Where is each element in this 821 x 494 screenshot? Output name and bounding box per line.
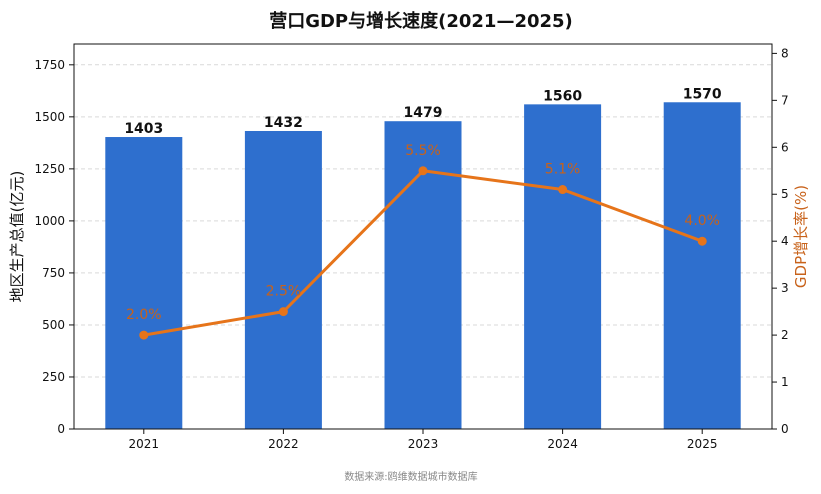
y-right-tick-label: 6: [781, 140, 789, 154]
bar-layer: 1403 1432 1479 1560 1570: [105, 86, 741, 430]
bar[interactable]: [244, 130, 322, 429]
y-right-tick-label: 5: [781, 187, 789, 201]
bar-value-label: 1432: [264, 115, 303, 131]
y-axis-left-label: 地区生产总值(亿元): [8, 171, 26, 303]
x-tick-label: 2022: [268, 437, 299, 451]
bar[interactable]: [663, 102, 741, 430]
y-right-tick-label: 2: [781, 328, 789, 342]
x-tick-label: 2021: [129, 437, 160, 451]
grid-layer: [74, 64, 772, 378]
bar[interactable]: [524, 104, 602, 429]
y-right-tick-label: 7: [781, 93, 789, 107]
growth-point[interactable]: [139, 330, 149, 340]
growth-point[interactable]: [697, 236, 707, 246]
bar-value-label: 1479: [404, 105, 443, 121]
growth-point[interactable]: [418, 166, 428, 176]
growth-point[interactable]: [558, 185, 568, 195]
bar-value-label: 1560: [543, 88, 582, 104]
growth-value-label: 5.5%: [405, 143, 441, 159]
growth-value-label: 4.0%: [684, 213, 720, 229]
y-right-tick-label: 3: [781, 281, 789, 295]
x-tick-label: 2023: [408, 437, 439, 451]
growth-value-label: 5.1%: [545, 162, 581, 178]
y-left-tick-label: 250: [42, 370, 65, 384]
growth-value-label: 2.0%: [126, 307, 162, 323]
line-layer: 2.0% 2.5% 5.5% 5.1% 4.0%: [126, 143, 720, 340]
y-left-tick-label: 1500: [34, 110, 65, 124]
y-left-tick-label: 1750: [34, 58, 65, 72]
x-tick-label: 2025: [687, 437, 718, 451]
x-tick-label: 2024: [547, 437, 578, 451]
y-left-tick-label: 1000: [34, 214, 65, 228]
y-right-tick-label: 0: [781, 422, 789, 436]
chart-title: 营口GDP与增长速度(2021—2025): [269, 10, 573, 32]
axis-layer: 0 250 500 750 1000 1250 1500 1750 0 1 2 3 4 5 6 7 8 2021 2…: [34, 46, 788, 451]
bar-value-label: 1403: [124, 121, 163, 137]
y-right-tick-label: 8: [781, 46, 789, 60]
y-axis-right-label: GDP增长率(%): [792, 185, 810, 288]
y-right-tick-label: 4: [781, 234, 789, 248]
bar[interactable]: [105, 137, 183, 429]
bar-value-label: 1570: [683, 86, 722, 102]
growth-point[interactable]: [278, 307, 288, 317]
source-note: 数据来源:鸥维数据城市数据库: [344, 470, 477, 483]
y-left-tick-label: 750: [42, 266, 65, 280]
y-right-tick-label: 1: [781, 375, 789, 389]
y-left-tick-label: 1250: [34, 162, 65, 176]
y-left-tick-label: 0: [57, 422, 65, 436]
growth-value-label: 2.5%: [266, 284, 302, 300]
y-left-tick-label: 500: [42, 318, 65, 332]
